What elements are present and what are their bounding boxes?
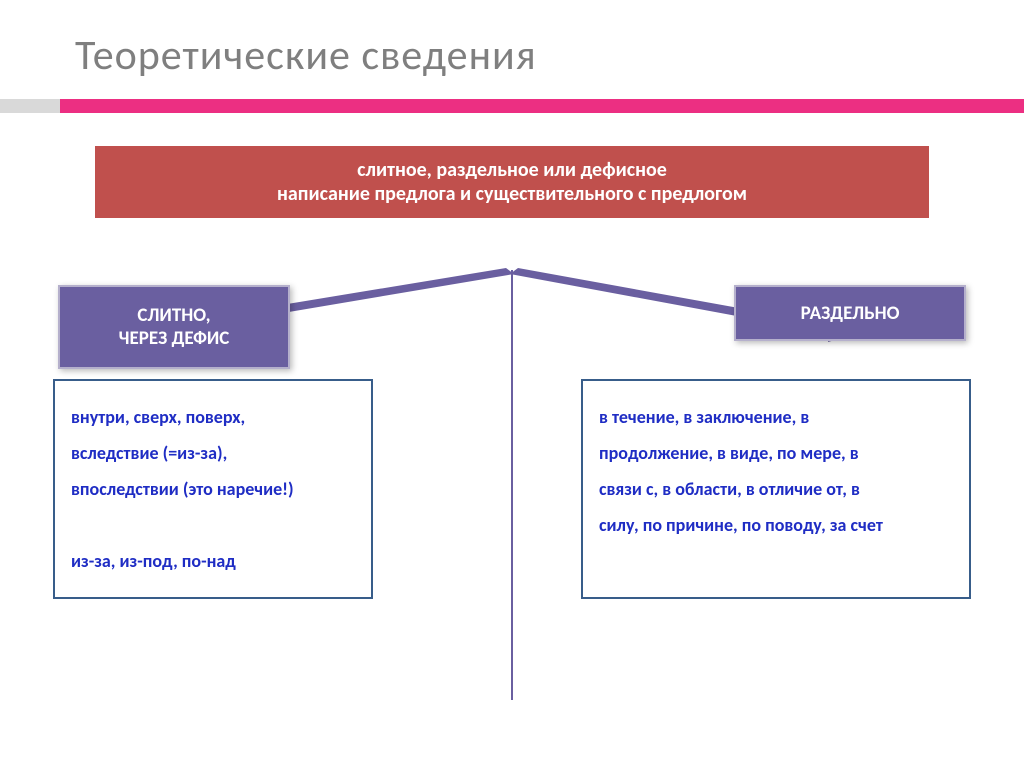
diagram-content: слитное, раздельное или дефисное написан… [0,113,1024,599]
title-area: Теоретические сведения [0,0,1024,99]
example-line: продолжение, в виде, по мере, в [599,435,953,471]
example-line: из-за, из-под, по-над [71,543,355,579]
category-left-line1: СЛИТНО, [119,304,230,327]
example-line [71,507,355,543]
examples-left: внутри, сверх, поверх,вследствие (=из-за… [53,379,373,599]
category-razdelno: РАЗДЕЛЬНО [734,285,966,341]
accent-strip [0,99,1024,113]
root-node-line2: написание предлога и существительного с … [115,182,909,206]
root-node: слитное, раздельное или дефисное написан… [92,143,932,221]
example-line: внутри, сверх, поверх, [71,399,355,435]
example-line: силу, по причине, по поводу, за счет [599,507,953,543]
example-line: вследствие (=из-за), [71,435,355,471]
example-line: впоследствии (это наречие!) [71,471,355,507]
example-line: в течение, в заключение, в [599,399,953,435]
category-left-line2: ЧЕРЕЗ ДЕФИС [119,327,230,350]
accent-left [0,99,60,113]
category-row: СЛИТНО, ЧЕРЕЗ ДЕФИС РАЗДЕЛЬНО [48,285,976,369]
page-title: Теоретические сведения [75,30,974,81]
category-slitnо: СЛИТНО, ЧЕРЕЗ ДЕФИС [58,285,290,369]
root-node-line1: слитное, раздельное или дефисное [115,158,909,182]
category-right-line1: РАЗДЕЛЬНО [801,302,900,325]
accent-right [60,99,1024,113]
examples-right: в течение, в заключение, впродолжение, в… [581,379,971,599]
examples-row: внутри, сверх, поверх,вследствие (=из-за… [48,379,976,599]
example-line: связи с, в области, в отличие от, в [599,471,953,507]
